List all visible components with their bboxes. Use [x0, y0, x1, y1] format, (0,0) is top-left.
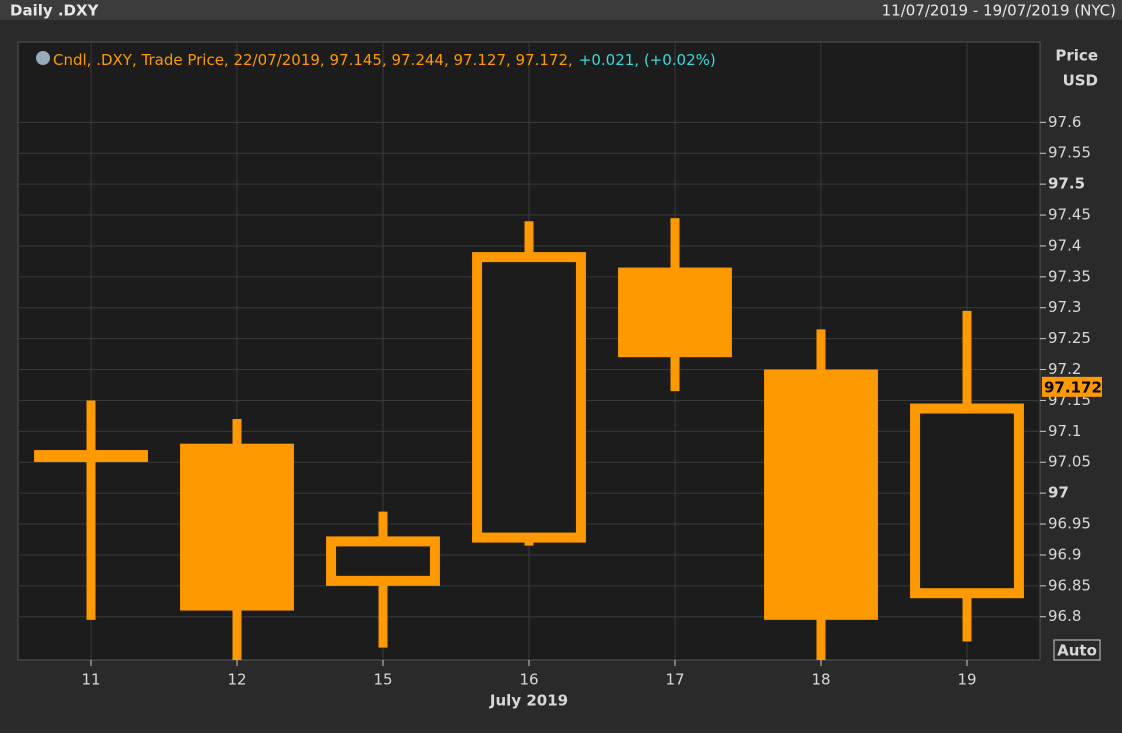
- chart-title: Daily .DXY: [10, 2, 100, 20]
- legend-prefix: Cndl, .DXY, Trade Price, 22/07/2019, 97.…: [53, 51, 573, 69]
- x-axis-label: July 2019: [489, 692, 568, 710]
- x-tick-label: 17: [665, 671, 684, 689]
- last-price-box: [1042, 376, 1102, 397]
- x-tick-label: 16: [519, 671, 538, 689]
- x-tick-label: 12: [227, 671, 246, 689]
- x-tick-label: 11: [81, 671, 100, 689]
- date-range: 11/07/2019 - 19/07/2019 (NYC): [882, 2, 1116, 20]
- x-tick-label: 19: [957, 671, 976, 689]
- y-tick-label: 97.4: [1048, 236, 1081, 254]
- legend-change: +0.021, (+0.02%): [579, 51, 716, 69]
- y-axis-label: Price: [1055, 47, 1098, 65]
- x-tick-label: 15: [373, 671, 392, 689]
- y-tick-label: 96.95: [1048, 515, 1091, 533]
- y-tick-label: 97.1: [1048, 422, 1081, 440]
- candle-body: [472, 252, 586, 543]
- candle-body: [764, 369, 878, 620]
- candle-body: [326, 536, 440, 586]
- legend: Cndl, .DXY, Trade Price, 22/07/2019, 97.…: [53, 51, 716, 69]
- last-price-label: 97.172: [1044, 378, 1102, 396]
- y-tick-label: 97.2: [1048, 360, 1081, 378]
- scale-box[interactable]: [1053, 639, 1101, 661]
- y-tick-label: 97.3: [1048, 298, 1081, 316]
- candle-body: [910, 403, 1024, 599]
- x-tick-label: 18: [811, 671, 830, 689]
- candle-body: [180, 443, 294, 611]
- candle-body: [618, 267, 732, 358]
- y-tick-label: 97: [1048, 484, 1069, 502]
- header-bar: [0, 0, 1122, 20]
- y-tick-label: 97.25: [1048, 329, 1091, 347]
- y-tick-label: 97.35: [1048, 267, 1091, 285]
- y-tick-label: 97.6: [1048, 113, 1081, 131]
- y-tick-label: 97.55: [1048, 144, 1091, 162]
- y-axis-label: USD: [1063, 72, 1098, 90]
- y-tick-label: 97.05: [1048, 453, 1091, 471]
- candle-body: [34, 450, 148, 463]
- scale-mode[interactable]: Auto: [1057, 642, 1097, 660]
- y-tick-label: 96.8: [1048, 607, 1081, 625]
- y-tick-label: 97.5: [1048, 175, 1085, 193]
- y-tick-label: 96.9: [1048, 545, 1081, 563]
- y-tick-label: 96.85: [1048, 576, 1091, 594]
- legend-icon: [36, 51, 50, 65]
- y-tick-label: 97.45: [1048, 206, 1091, 224]
